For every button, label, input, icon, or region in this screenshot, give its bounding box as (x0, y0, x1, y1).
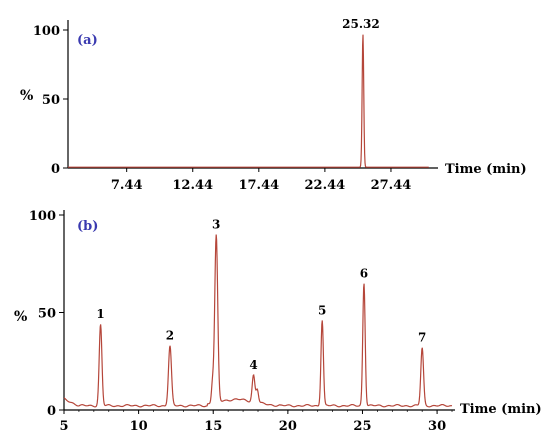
panel-b-x-tick-label: 10 (130, 419, 148, 434)
panel-b-x-tick-label: 30 (428, 419, 446, 434)
panel-b-y-tick-label: 100 (29, 209, 56, 224)
panel-b-peak-label: 2 (166, 329, 174, 343)
panel-a-x-tick-label: 12.44 (172, 178, 213, 193)
panel-a-y-tick-label: 50 (42, 93, 60, 108)
panel-a-y-tick-label: 0 (51, 162, 60, 177)
panel-b: (b) % Time (min) 0 50 100 5 10 15 20 25 30 1 2 3 4… (14, 209, 542, 434)
panel-a-y-tick-label: 100 (33, 24, 60, 39)
panel-b-peak-label: 3 (212, 218, 220, 232)
panel-b-peak-label: 6 (360, 266, 368, 280)
panel-a-trace (68, 34, 429, 168)
panel-a-x-axis-label: Time (min) (445, 162, 527, 177)
panel-b-x-tick-label: 25 (353, 419, 371, 434)
panel-a-x-tick-label: 27.44 (371, 178, 412, 193)
panel-b-label: (b) (77, 219, 98, 234)
panel-b-y-tick-label: 0 (47, 404, 56, 419)
panel-a-y-axis-label: % (20, 88, 33, 104)
panel-b-y-tick-label: 50 (38, 307, 56, 322)
panel-b-x-tick-label: 15 (204, 419, 222, 434)
panel-b-trace (63, 234, 453, 408)
panel-a-peak-label: 25.32 (342, 17, 380, 31)
panel-b-x-tick-label: 20 (279, 419, 297, 434)
panel-a-x-tick-label: 7.44 (111, 178, 143, 193)
panel-b-x-axis-label: Time (min) (460, 402, 542, 417)
panel-a-x-tick-label: 17.44 (238, 178, 279, 193)
panel-a-x-tick-label: 22.44 (305, 178, 346, 193)
panel-a: (a) % Time (min) 0 50 100 7.44 12.44 17.44 22… (20, 17, 527, 193)
panel-b-x-tick-label: 5 (59, 419, 68, 434)
panel-b-peak-label: 5 (318, 303, 326, 317)
panel-b-peak-label: 1 (96, 307, 104, 321)
panel-a-label: (a) (77, 33, 98, 48)
panel-b-peak-label: 7 (418, 331, 426, 345)
panel-b-y-axis-label: % (14, 309, 27, 325)
panel-b-peak-label: 4 (249, 358, 257, 372)
